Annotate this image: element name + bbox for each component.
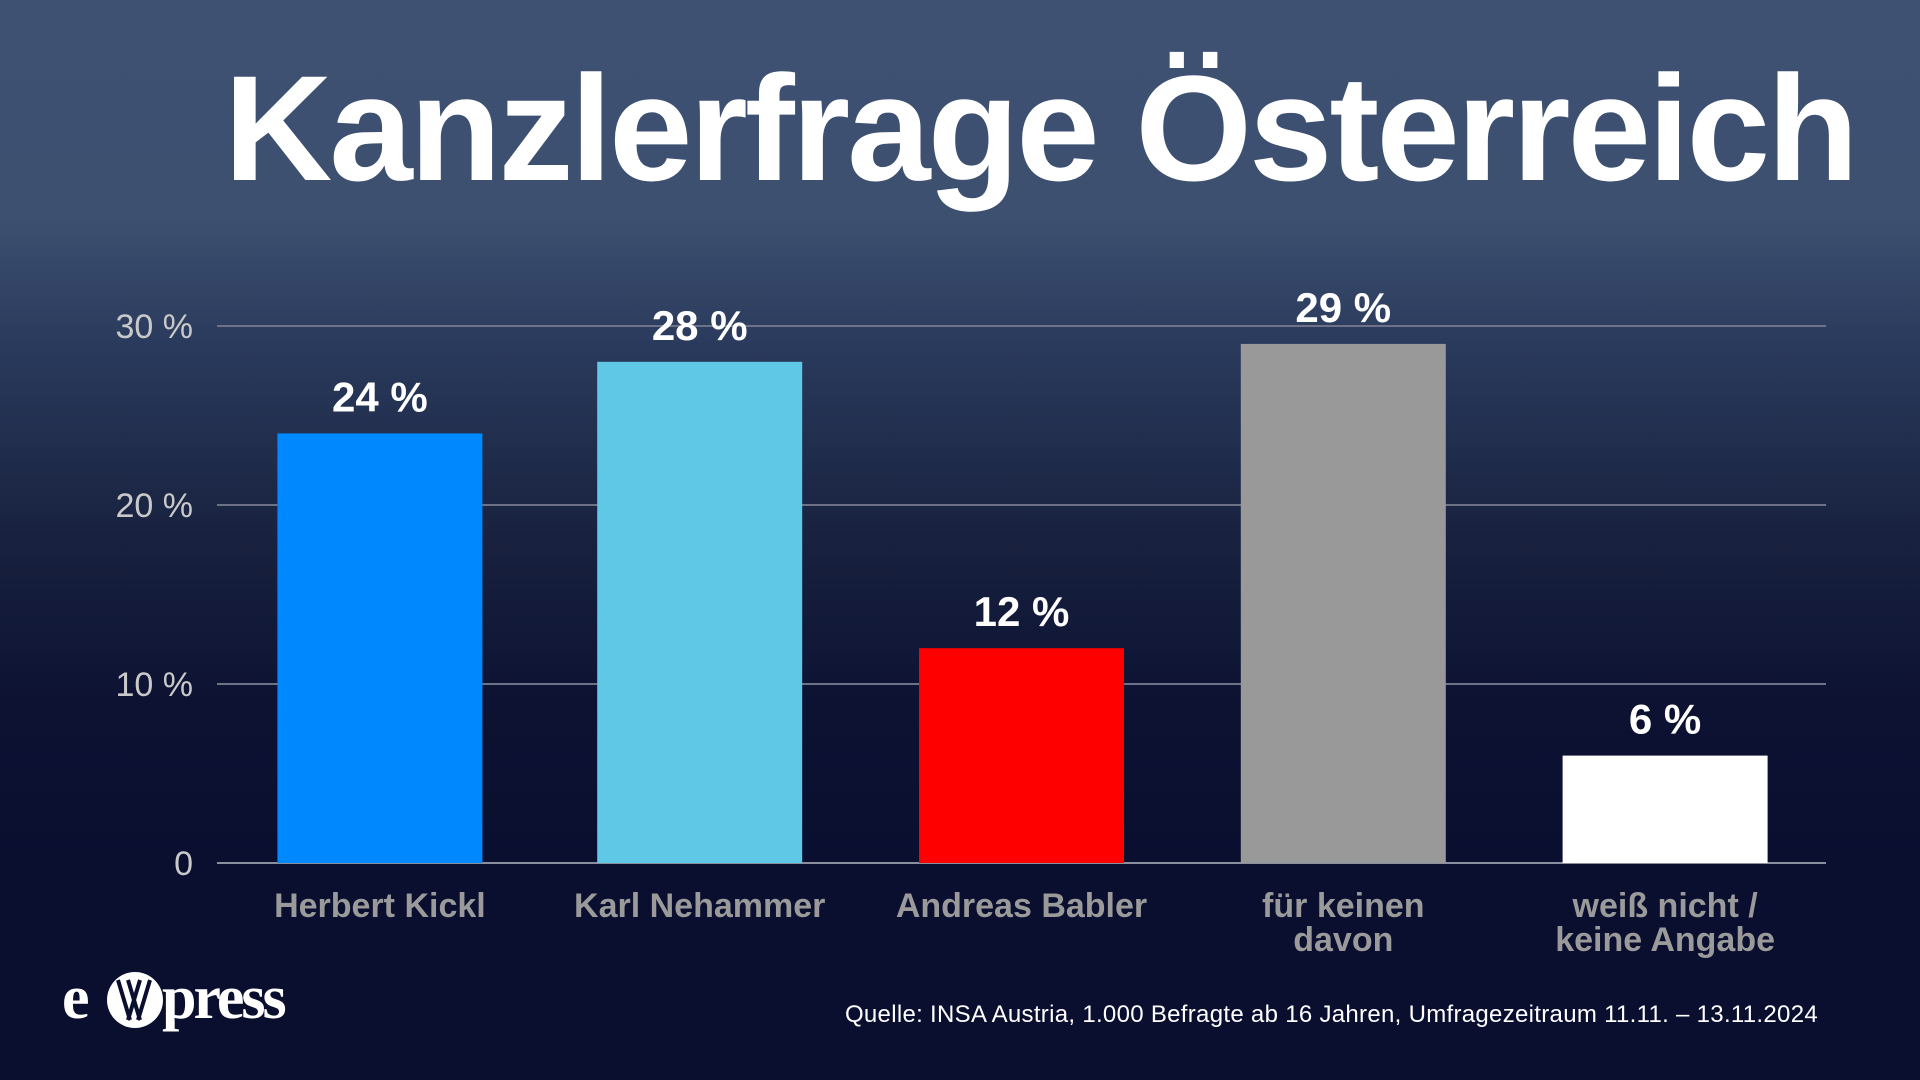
bar — [919, 648, 1124, 863]
x-tick-label: für keinen davon — [1262, 887, 1424, 959]
x-axis-labels: Herbert Kickl Karl Nehammer Andreas Babler… — [274, 887, 1775, 959]
x-tick-label-line: davon — [1293, 921, 1393, 959]
value-labels: 24 % 28 % 12 % 29 % 6 % — [332, 284, 1701, 743]
y-tick-label: 0 — [174, 845, 193, 883]
x-tick-label-line: für keinen — [1262, 887, 1424, 925]
bar — [1562, 755, 1768, 863]
y-tick-label: 30 % — [116, 308, 194, 346]
svg-text:e: e — [62, 964, 88, 1032]
y-axis-ticks: 0 10 % 20 % 30 % — [116, 308, 194, 883]
x-tick-label-line: Andreas Babler — [896, 887, 1147, 925]
chart-title: Kanzlerfrage Österreich — [224, 44, 1859, 212]
data-label: 29 % — [1295, 284, 1391, 331]
data-label: 28 % — [652, 302, 748, 349]
x-tick-label: weiß nicht / keine Angabe — [1555, 887, 1775, 959]
y-tick-label: 20 % — [116, 487, 194, 525]
x-tick-label-line: Karl Nehammer — [574, 887, 825, 925]
data-label: 24 % — [332, 373, 428, 420]
bars — [277, 343, 1768, 863]
x-tick-label: Andreas Babler — [896, 887, 1147, 925]
bar — [597, 361, 803, 863]
x-tick-label-line: keine Angabe — [1555, 921, 1775, 959]
bar — [1240, 343, 1446, 863]
data-label: 12 % — [974, 588, 1070, 635]
svg-text:press: press — [162, 964, 286, 1032]
x-tick-label-line: weiß nicht / — [1572, 887, 1759, 925]
x-tick-label-line: Herbert Kickl — [274, 887, 486, 925]
y-tick-label: 10 % — [116, 666, 194, 704]
x-tick-label: Herbert Kickl — [274, 887, 486, 925]
exxpress-logo: e press — [62, 958, 332, 1052]
x-tick-label: Karl Nehammer — [574, 887, 825, 925]
exxpress-logo-icon: e press — [62, 964, 289, 1032]
data-label: 6 % — [1629, 696, 1701, 743]
bar — [277, 433, 483, 863]
source-note: Quelle: INSA Austria, 1.000 Befragte ab … — [844, 1001, 1818, 1028]
